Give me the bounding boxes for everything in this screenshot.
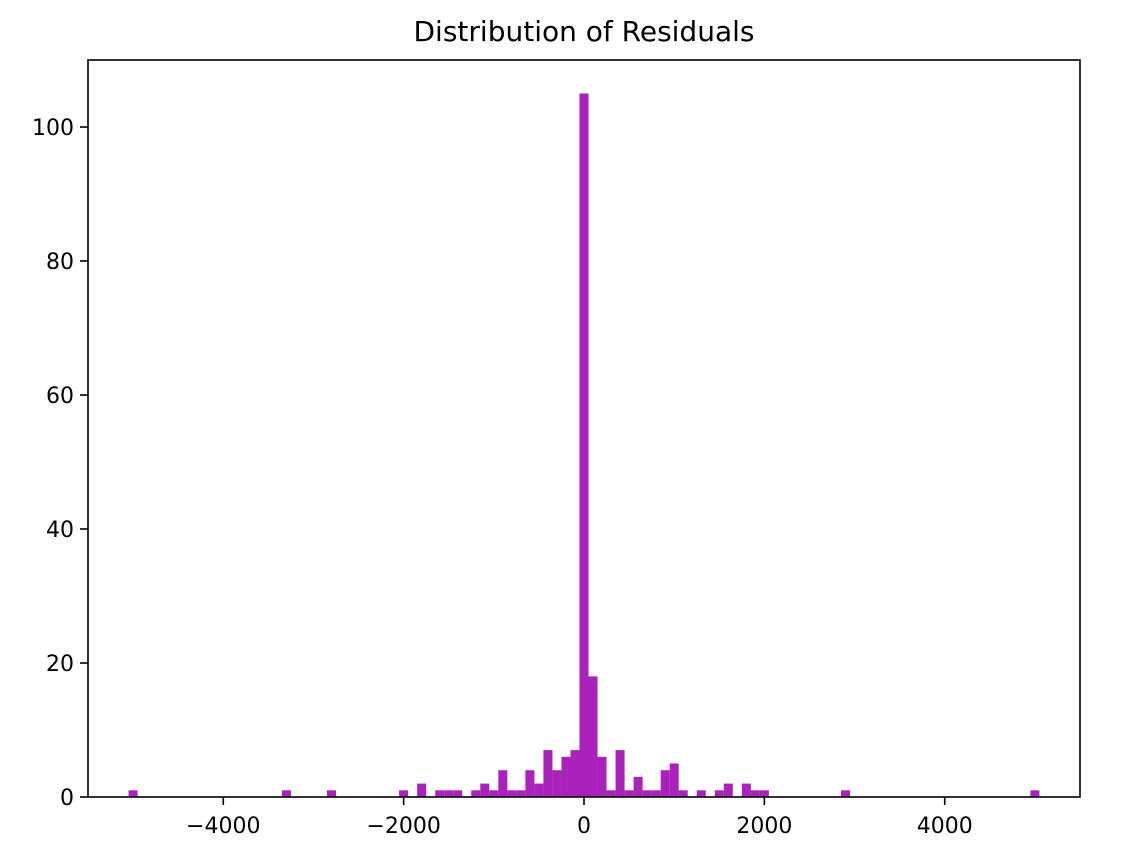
y-tick-label: 40 <box>46 518 74 543</box>
histogram-bar <box>750 790 760 797</box>
histogram-bar <box>723 783 733 797</box>
histogram-bar <box>281 790 291 797</box>
histogram-bar <box>741 783 751 797</box>
histogram-bar <box>561 756 571 797</box>
histogram-bar <box>633 776 643 797</box>
histogram-bar <box>714 790 724 797</box>
histogram-bars <box>128 93 1040 797</box>
histogram-bar <box>417 783 427 797</box>
histogram-bar <box>606 790 616 797</box>
histogram-bar <box>696 790 706 797</box>
y-tick-label: 0 <box>60 786 74 811</box>
y-tick-label: 100 <box>32 116 74 141</box>
histogram-bar <box>453 790 463 797</box>
histogram-bar <box>444 790 454 797</box>
histogram-bar <box>534 783 544 797</box>
y-tick-label: 80 <box>46 250 74 275</box>
histogram-bar <box>759 790 769 797</box>
histogram-bar <box>597 756 607 797</box>
histogram-bar <box>624 790 634 797</box>
y-axis: 0 20 40 60 80 100 <box>32 116 88 811</box>
histogram-bar <box>489 790 499 797</box>
histogram-bar <box>507 790 517 797</box>
y-tick-label: 20 <box>46 652 74 677</box>
x-tick-label: 2000 <box>736 814 792 839</box>
x-axis: −4000 −2000 0 2000 4000 <box>186 797 973 839</box>
histogram-bar <box>326 790 336 797</box>
histogram-bar <box>651 790 661 797</box>
histogram-bar <box>480 783 490 797</box>
histogram-bar <box>399 790 409 797</box>
histogram-bar <box>678 790 688 797</box>
histogram-bar <box>1030 790 1040 797</box>
histogram-bar <box>615 750 625 797</box>
histogram-bar <box>435 790 445 797</box>
x-tick-label: −2000 <box>366 814 440 839</box>
x-tick-label: 0 <box>577 814 591 839</box>
histogram-bar <box>570 750 580 797</box>
histogram-bar <box>642 790 652 797</box>
histogram-bar <box>841 790 851 797</box>
histogram-bar <box>579 93 589 797</box>
x-tick-label: −4000 <box>186 814 260 839</box>
histogram-bar <box>669 763 679 797</box>
histogram-bar <box>543 750 553 797</box>
histogram-bar <box>588 676 598 797</box>
histogram-bar <box>525 770 535 797</box>
x-tick-label: 4000 <box>917 814 973 839</box>
chart-title: Distribution of Residuals <box>414 15 755 48</box>
histogram-bar <box>128 790 138 797</box>
histogram-bar <box>498 770 508 797</box>
histogram-bar <box>516 790 526 797</box>
y-tick-label: 60 <box>46 384 74 409</box>
histogram-bar <box>660 770 670 797</box>
histogram-bar <box>471 790 481 797</box>
histogram-bar <box>552 770 562 797</box>
